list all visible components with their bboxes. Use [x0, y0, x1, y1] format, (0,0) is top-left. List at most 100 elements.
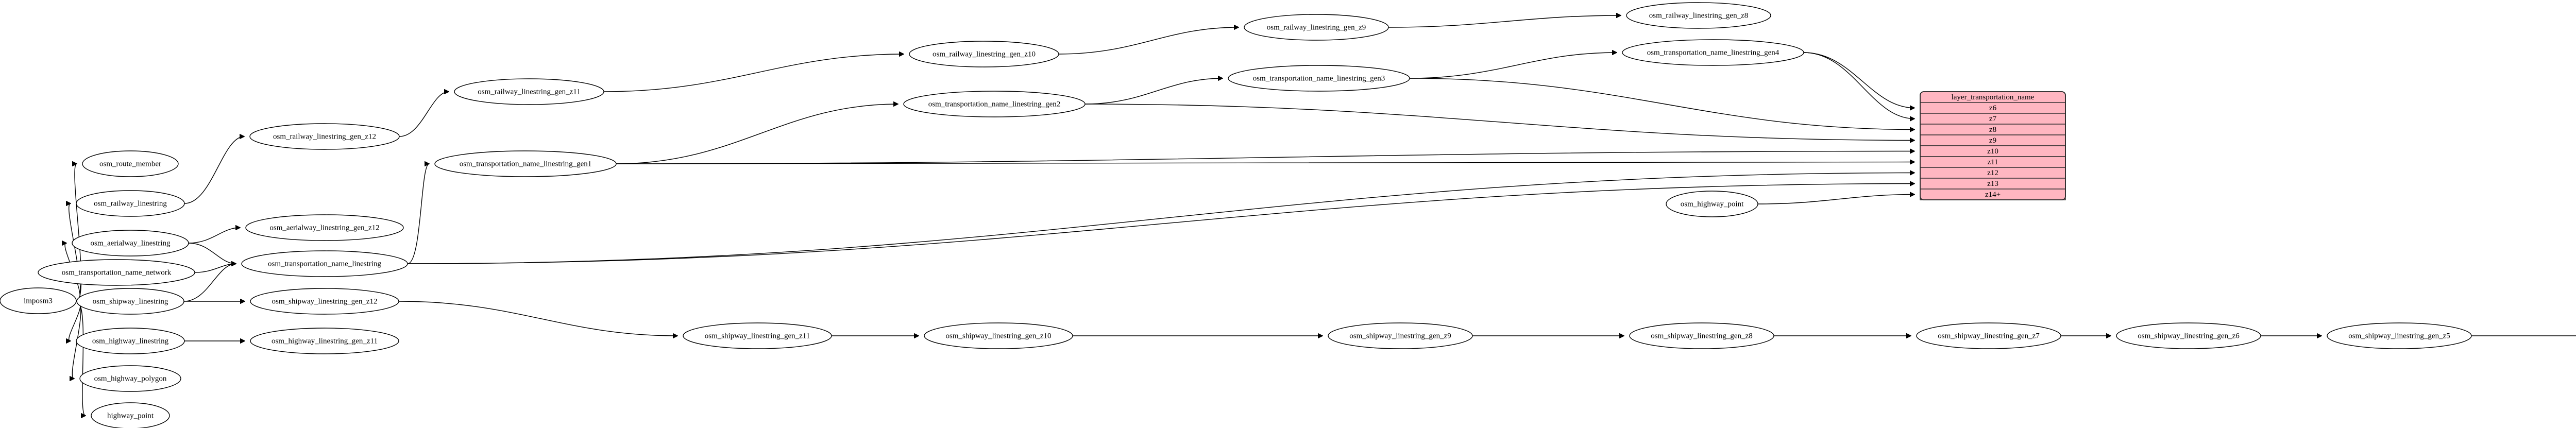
node-label: osm_shipway_linestring_gen_z7 — [1938, 332, 2040, 340]
graph-node[interactable]: osm_railway_linestring_gen_z8 — [1626, 2, 1771, 29]
layer-table-title: layer_transportation_name — [1952, 93, 2035, 101]
graph-edge — [1058, 27, 1239, 55]
node-label: osm_shipway_linestring — [93, 297, 168, 305]
node-ellipse — [91, 402, 170, 428]
graph-node[interactable]: osm_transportation_name_network — [38, 259, 195, 286]
graph-node[interactable]: osm_shipway_linestring_gen_z12 — [250, 288, 399, 315]
node-ellipse — [1244, 14, 1389, 41]
node-label: osm_transportation_name_network — [62, 268, 172, 277]
node-ellipse — [1328, 322, 1473, 349]
graph-edge — [1409, 53, 1617, 79]
node-ellipse — [2327, 322, 2472, 349]
node-ellipse — [2116, 322, 2261, 349]
graph-node[interactable]: highway_point — [91, 402, 170, 428]
graph-node[interactable]: osm_shipway_linestring_gen_z8 — [1629, 322, 1774, 349]
node-label: osm_aerialway_linestring_gen_z12 — [269, 224, 379, 232]
graph-node[interactable]: osm_aerialway_linestring_gen_z12 — [245, 214, 404, 241]
graph-edge — [1084, 104, 1914, 141]
graph-node[interactable]: osm_transportation_name_linestring_gen4 — [1622, 39, 1804, 66]
graph-node[interactable]: osm_transportation_name_linestring_gen2 — [903, 91, 1086, 117]
layer-table-row-label: z7 — [1989, 115, 1997, 123]
node-ellipse — [245, 214, 404, 241]
node-ellipse — [909, 41, 1059, 67]
node-ellipse — [1629, 322, 1774, 349]
graph-edge — [1803, 52, 1914, 108]
layer-table-row-label: z12 — [1987, 169, 1998, 177]
graph-node[interactable]: osm_shipway_linestring_gen_z7 — [1916, 322, 2061, 349]
node-label: osm_highway_polygon — [94, 374, 167, 383]
graph-node[interactable]: osm_highway_polygon — [79, 365, 181, 392]
node-label: osm_railway_linestring_gen_z8 — [1649, 11, 1748, 20]
graph-node[interactable]: osm_aerialway_linestring — [72, 230, 189, 256]
node-ellipse — [250, 328, 399, 354]
graph-node[interactable]: osm_transportation_name_linestring_gen1 — [434, 150, 617, 177]
layer-table-row-label: z10 — [1987, 147, 1998, 156]
graph-node[interactable]: osm_railway_linestring_gen_z11 — [454, 78, 604, 105]
node-ellipse — [79, 365, 181, 392]
graph-node[interactable]: osm_route_member — [82, 150, 179, 177]
graph-node[interactable]: osm_shipway_linestring_gen_z11 — [683, 322, 832, 349]
graph-node[interactable]: osm_highway_point — [1666, 191, 1758, 217]
graph-node[interactable]: osm_shipway_linestring — [76, 288, 184, 315]
graph-node[interactable]: osm_transportation_name_linestring_gen3 — [1228, 65, 1410, 92]
graph-node[interactable]: osm_highway_linestring_gen_z11 — [250, 328, 399, 354]
node-ellipse — [1666, 191, 1758, 217]
graph-edge — [183, 264, 236, 302]
graph-edge — [603, 54, 904, 92]
node-label: osm_railway_linestring_gen_z12 — [273, 132, 376, 141]
graph-edge — [1084, 78, 1223, 105]
node-ellipse — [1626, 2, 1771, 29]
node-label: osm_highway_linestring_gen_z11 — [272, 337, 378, 345]
graph-node[interactable]: osm_shipway_linestring_gen_z10 — [924, 322, 1073, 349]
graph-node[interactable]: imposm3 — [0, 287, 77, 314]
graph-node[interactable]: osm_railway_linestring_gen_z12 — [249, 123, 400, 150]
node-ellipse — [38, 259, 195, 286]
node-ellipse — [903, 91, 1086, 117]
node-label: osm_shipway_linestring_gen_z9 — [1349, 332, 1451, 340]
graph-edge — [616, 162, 1914, 164]
node-label: osm_transportation_name_linestring_gen4 — [1647, 48, 1780, 57]
node-ellipse — [1916, 322, 2061, 349]
node-ellipse — [924, 322, 1073, 349]
graph-node[interactable]: osm_railway_linestring_gen_z9 — [1244, 14, 1389, 41]
node-ellipse — [1622, 39, 1804, 66]
node-label: osm_railway_linestring_gen_z11 — [478, 88, 580, 96]
graph-edge — [188, 243, 236, 264]
nodes-layer: imposm3 osm_route_member osm_railway_lines… — [0, 2, 2472, 428]
node-label: osm_shipway_linestring_gen_z12 — [272, 297, 378, 305]
graph-node[interactable]: osm_transportation_name_linestring — [241, 250, 408, 277]
graph-edge — [76, 300, 86, 416]
node-ellipse — [76, 328, 185, 354]
layer-table-row-label: z14+ — [1985, 191, 2001, 199]
graph-edge — [1388, 15, 1621, 28]
node-ellipse — [0, 287, 77, 314]
node-label: osm_railway_linestring_gen_z10 — [933, 50, 1036, 58]
graph-edge — [407, 184, 1914, 264]
graph-edge — [407, 173, 1914, 264]
graph-node[interactable]: osm_railway_linestring_gen_z10 — [909, 41, 1059, 67]
node-label: osm_transportation_name_linestring_gen2 — [928, 100, 1061, 108]
node-label: osm_transportation_name_linestring — [268, 260, 381, 268]
graph-edge — [184, 136, 244, 204]
graph-node[interactable]: osm_shipway_linestring_gen_z9 — [1328, 322, 1473, 349]
graph-node[interactable]: osm_highway_linestring — [76, 328, 185, 354]
node-ellipse — [454, 78, 604, 105]
node-ellipse — [72, 230, 189, 256]
node-label: osm_railway_linestring — [94, 199, 167, 208]
node-label: osm_aerialway_linestring — [91, 239, 171, 247]
graph-edge — [399, 92, 449, 137]
layer-table-row-label: z11 — [1987, 158, 1998, 166]
graph-edge — [1409, 78, 1914, 130]
node-label: osm_shipway_linestring_gen_z8 — [1651, 332, 1752, 340]
graph-edge — [407, 164, 429, 264]
layer-table-row-label: z13 — [1987, 180, 1998, 188]
graph-node[interactable]: osm_shipway_linestring_gen_z5 — [2327, 322, 2472, 349]
node-ellipse — [1228, 65, 1410, 92]
graph-node[interactable]: osm_shipway_linestring_gen_z6 — [2116, 322, 2261, 349]
graph-edge — [69, 203, 81, 301]
graph-node[interactable]: osm_railway_linestring — [76, 190, 185, 217]
node-label: osm_shipway_linestring_gen_z6 — [2138, 332, 2240, 340]
layer-table-row-label: z6 — [1989, 104, 1997, 112]
